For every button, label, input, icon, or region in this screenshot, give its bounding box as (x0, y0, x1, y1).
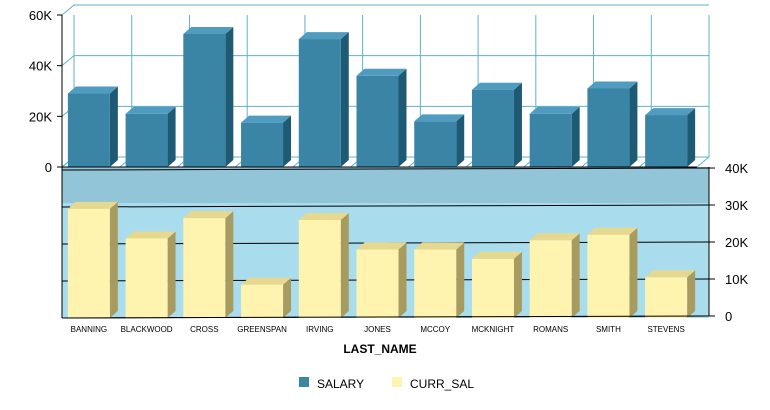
curr-sal-bar (471, 251, 522, 318)
curr-sal-top-band (62, 167, 709, 203)
curr-sal-y-tick-label: 40K (725, 161, 748, 176)
x-tick-label: CROSS (190, 325, 218, 334)
salary-bar (587, 81, 638, 167)
curr-sal-y-tick-label: 0 (725, 309, 732, 324)
x-tick-label: IRVING (306, 325, 333, 334)
salary-bar (529, 106, 580, 167)
curr-sal-baseline (61, 315, 710, 319)
x-tick-label: STEVENS (647, 325, 684, 334)
curr-sal-bar (241, 277, 292, 318)
legend-label-salary: SALARY (317, 377, 364, 391)
salary-bar (67, 86, 118, 167)
curr-sal-bar (298, 212, 349, 318)
legend-label-curr-sal: CURR_SAL (410, 377, 474, 391)
bars (67, 27, 696, 318)
x-tick-label: ROMANS (533, 325, 568, 334)
salary-bar (471, 82, 522, 167)
curr-sal-bar (183, 211, 234, 318)
curr-sal-bar (645, 270, 696, 318)
salary-bar (241, 115, 292, 167)
curr-sal-horizontal-grid-line (61, 204, 710, 208)
curr-sal-y-tick-label: 30K (725, 198, 748, 213)
curr-sal-bar (587, 227, 638, 318)
curr-sal-bar (125, 231, 176, 318)
salary-y-tick-label: 60K (29, 8, 52, 23)
curr-sal-bar (529, 233, 580, 318)
curr-sal-bar (414, 242, 465, 318)
curr-sal-horizontal-grid-line (61, 167, 710, 171)
curr-sal-y-tick-label: 10K (725, 272, 748, 287)
salary-bar (414, 114, 465, 167)
x-axis-title: LAST_NAME (343, 342, 416, 356)
curr-sal-y-tick-label: 20K (725, 235, 748, 250)
x-tick-label: JONES (364, 325, 391, 334)
x-tick-label: BANNING (71, 325, 107, 334)
x-tick-label: MCCOY (420, 325, 450, 334)
curr-sal-bar (356, 242, 407, 318)
x-tick-label: GREENSPAN (237, 325, 287, 334)
salary-y-tick-label: 0 (45, 160, 52, 175)
salary-bar (356, 68, 407, 167)
axes (57, 14, 715, 319)
curr-sal-bar (67, 201, 118, 318)
legend-swatch-salary (299, 377, 309, 387)
x-tick-label: BLACKWOOD (121, 325, 173, 334)
salary-bar (298, 32, 349, 167)
salary-floor-grid-line (696, 156, 710, 168)
salary-y-tick-label: 40K (29, 59, 52, 74)
x-tick-label: MCKNIGHT (472, 325, 515, 334)
salary-bar (645, 108, 696, 167)
x-tick-label: SMITH (596, 325, 621, 334)
salary-y-tick-label: 20K (29, 109, 52, 124)
tick-labels: 0 20K 40K 60K 0 10K 20K 30K 40K BANNING BLACKWOOD C… (29, 8, 749, 334)
salary-bar (125, 106, 176, 167)
salary-bar (183, 27, 234, 167)
legend-swatch-curr-sal (392, 377, 402, 387)
legend: SALARY CURR_SAL (299, 377, 474, 391)
salary-side-grid-line (61, 55, 75, 67)
salary-side-grid-line (61, 4, 75, 16)
